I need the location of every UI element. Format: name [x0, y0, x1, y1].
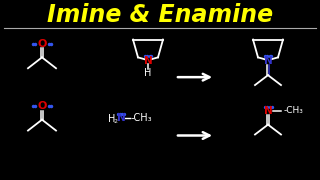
Text: -CH₃: -CH₃ — [131, 113, 153, 123]
Text: -CH₃: -CH₃ — [284, 106, 304, 115]
Text: N: N — [264, 56, 272, 66]
Text: O: O — [37, 101, 47, 111]
Text: N: N — [264, 106, 272, 116]
Text: Imine & Enamine: Imine & Enamine — [47, 3, 273, 27]
Text: H: H — [108, 114, 116, 124]
Text: O: O — [37, 39, 47, 49]
Text: H: H — [144, 68, 152, 78]
Text: 2: 2 — [114, 119, 118, 124]
Text: N: N — [144, 56, 152, 66]
Text: N: N — [116, 113, 125, 123]
